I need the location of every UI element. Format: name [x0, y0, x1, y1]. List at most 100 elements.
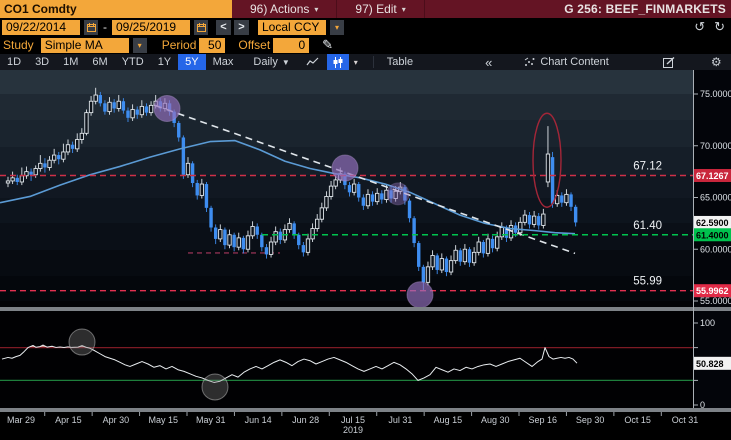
interval-dropdown[interactable]: Daily ▼ [246, 54, 296, 70]
edit-menu[interactable]: 97) Edit ▾ [337, 0, 425, 18]
candle-body-up [250, 226, 255, 237]
price-badge [694, 168, 731, 182]
candle-body-up [324, 196, 329, 209]
range-tab-max[interactable]: Max [212, 56, 234, 68]
prev-period-button[interactable]: < [216, 19, 231, 35]
candle-body-up [65, 144, 71, 153]
date-label: Apr 15 [55, 415, 82, 425]
period-label: Period [161, 38, 197, 52]
candle-chart-type-button[interactable] [326, 54, 349, 70]
line-chart-type-button[interactable] [301, 54, 324, 70]
range-tab-1m[interactable]: 1M [63, 56, 79, 68]
next-period-button[interactable]: > [234, 19, 249, 35]
settings-button[interactable]: ⚙ [706, 54, 727, 70]
offset-label: Offset [238, 38, 271, 52]
candlestick-icon [333, 56, 343, 68]
study-row: Study Simple MA ▾ Period 50 Offset 0 ✎ [0, 36, 731, 54]
chart-canvas[interactable]: 67.12 61.40 55.99 75.0000 70.0000 65.0000 60.0… [0, 70, 731, 435]
currency-caret-button[interactable]: ▾ [330, 19, 344, 35]
candle-body-up [287, 222, 292, 231]
candle-body-up [139, 105, 144, 116]
price-tick-label: 65.0000 [700, 193, 731, 203]
chart-content-icon [525, 57, 535, 66]
study-label: Study [3, 38, 34, 52]
circle-annotation[interactable] [153, 94, 181, 122]
undo-button[interactable]: ↺ [694, 19, 706, 34]
candle-body-up [531, 215, 537, 225]
date-label: Apr 30 [103, 415, 130, 425]
candle-body-down [213, 227, 218, 239]
date-label: Sep 16 [528, 415, 557, 425]
offset-field[interactable]: 0 [273, 37, 310, 53]
period-field[interactable]: 50 [199, 37, 226, 53]
range-tab-3d[interactable]: 3D [35, 56, 50, 68]
calendar-icon [86, 22, 96, 32]
candle-body-up [351, 183, 357, 193]
circle-annotation[interactable] [386, 182, 410, 206]
candle-body-up [310, 228, 315, 240]
candle-body-up [453, 249, 458, 262]
start-date-field[interactable]: 09/22/2014 [2, 19, 80, 35]
candle-body-down [560, 195, 564, 203]
rsi-tick-label: 100 [700, 318, 715, 328]
security-input[interactable]: CO1 Comdty [0, 0, 232, 18]
candle-body-down [29, 171, 33, 175]
draw-annotation-button[interactable]: ✎ [322, 37, 334, 52]
panel-separator[interactable] [0, 307, 731, 311]
gray-circle-annotation[interactable] [201, 373, 229, 401]
candle-body-up [185, 162, 191, 176]
candle-body-up [61, 151, 66, 160]
chart-type-caret[interactable]: ▾ [349, 54, 363, 70]
range-tab-5y[interactable]: 5Y [178, 54, 206, 70]
chart-toolbar: 1D 3D 1M 6M YTD 1Y 5Y Max Daily ▼ ▾ Table « Cha… [0, 54, 731, 70]
candle-body-down [504, 227, 509, 238]
range-tab-ytd[interactable]: YTD [121, 56, 144, 68]
study-caret-button[interactable]: ▾ [132, 37, 147, 53]
sma-line [0, 139, 576, 235]
annotate-button[interactable] [658, 54, 680, 70]
end-date-value: 09/25/2019 [116, 20, 177, 34]
price-chart[interactable]: 67.12 61.40 55.99 75.0000 70.0000 65.0000 60.0… [0, 70, 731, 435]
start-calendar-button[interactable] [84, 19, 98, 35]
candle-body-down [458, 250, 462, 262]
redo-button[interactable]: ↻ [714, 19, 725, 34]
chart-content-button[interactable]: Chart Content [517, 54, 615, 70]
candle-body-down [467, 249, 472, 263]
chart-background-band [0, 70, 693, 94]
collapse-panel-button[interactable]: « [485, 54, 493, 70]
chevron-down-icon: ▾ [137, 40, 142, 50]
end-calendar-button[interactable] [194, 19, 208, 35]
candle-body-up [315, 218, 320, 230]
end-date-field[interactable]: 09/25/2019 [112, 19, 190, 35]
candle-body-up [10, 177, 15, 182]
date-label: Aug 15 [434, 415, 463, 425]
price-badge [694, 228, 731, 242]
range-tab-6m[interactable]: 6M [92, 56, 108, 68]
range-tab-1y[interactable]: 1Y [157, 56, 172, 68]
table-button[interactable]: Table [386, 56, 414, 68]
level-label: 67.12 [633, 160, 662, 172]
candle-body-up [268, 241, 274, 255]
actions-menu[interactable]: 96) Actions ▾ [232, 0, 338, 18]
candle-body-down [278, 231, 282, 240]
candle-body-up [107, 101, 112, 113]
gray-circle-annotation[interactable] [68, 328, 96, 356]
candle-body-down [264, 247, 269, 255]
candle-body-down [380, 193, 384, 200]
date-label: May 15 [149, 415, 179, 425]
currency-select[interactable]: Local CCY [258, 19, 326, 35]
circle-annotation[interactable] [406, 281, 434, 309]
candle-body-up [555, 194, 560, 205]
axis-separator[interactable] [0, 408, 731, 412]
study-select[interactable]: Simple MA [40, 37, 129, 53]
candle-body-up [199, 183, 204, 196]
circle-annotation[interactable] [331, 154, 359, 182]
date-label: Jul 31 [388, 415, 412, 425]
trendline-annotation[interactable] [154, 104, 576, 255]
date-label: Jun 28 [292, 415, 319, 425]
ellipse-annotation[interactable] [532, 112, 562, 208]
price-badge-label: 62.5900 [696, 218, 729, 228]
candle-body-down [490, 238, 495, 249]
range-tab-1d[interactable]: 1D [7, 56, 22, 68]
candle-body-down [204, 184, 209, 208]
